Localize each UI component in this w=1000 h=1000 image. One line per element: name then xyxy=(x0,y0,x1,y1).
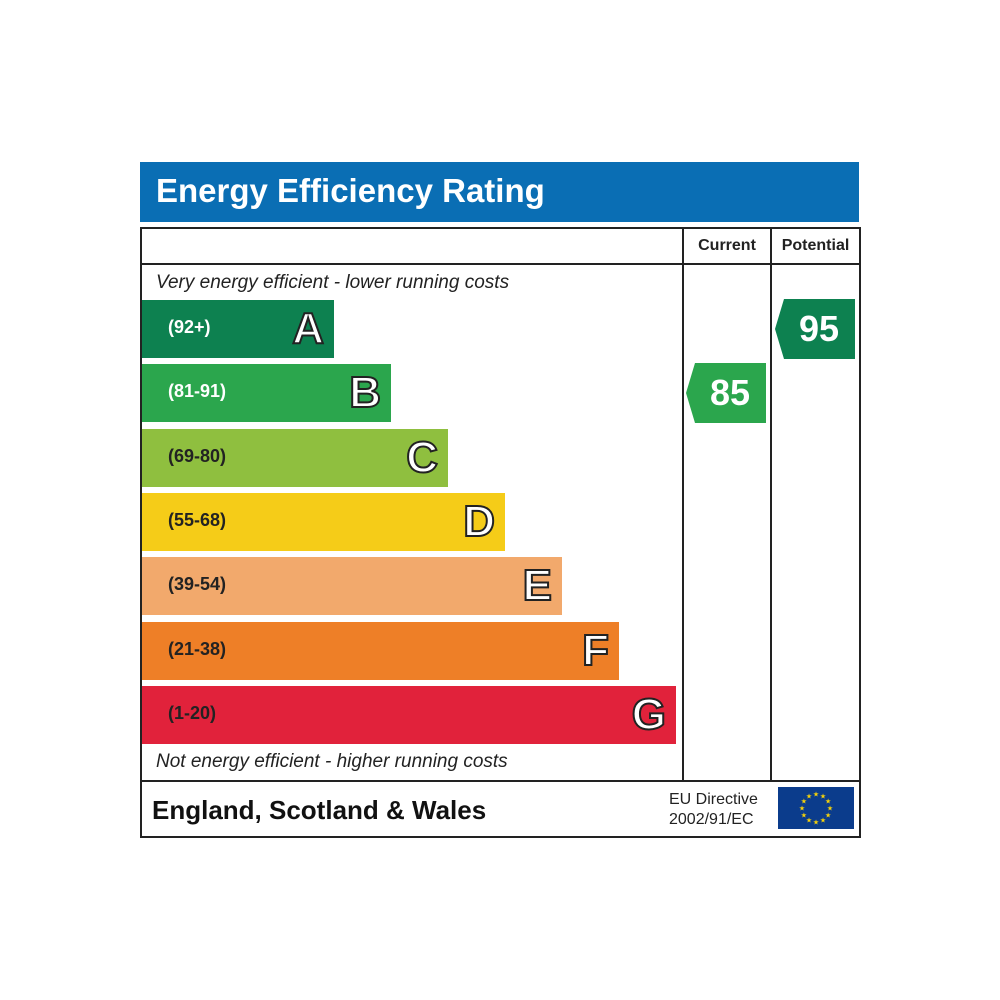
eu-star-icon: ★ xyxy=(820,817,826,825)
band-letter: E xyxy=(522,560,553,611)
rating-band-e: (39-54) E xyxy=(142,557,562,616)
rating-band-a: (92+) A xyxy=(142,300,334,358)
eu-star-icon: ★ xyxy=(806,792,812,800)
eu-star-icon: ★ xyxy=(813,791,819,799)
band-range-label: (39-54) xyxy=(168,574,227,595)
band-letter: G xyxy=(631,689,667,740)
top-caption: Very energy efficient - lower running co… xyxy=(156,272,510,293)
eu-star-icon: ★ xyxy=(820,792,826,800)
potential-column-header: Potential xyxy=(781,237,850,254)
band-letter: F xyxy=(581,625,610,676)
rating-band-g: (1-20) G xyxy=(142,685,676,744)
title-bar: Energy Efficiency Rating xyxy=(140,162,859,222)
eu-flag-icon: ★ ★ ★ ★ ★ ★ ★ ★ ★ ★ ★ ★ xyxy=(778,787,854,829)
potential-rating-arrow: 95 xyxy=(775,299,855,359)
eu-directive-line2: 2002/91/EC xyxy=(669,811,754,828)
band-letter: B xyxy=(348,367,382,418)
current-column-divider xyxy=(682,229,684,780)
rating-band-c: (69-80) C xyxy=(142,428,448,487)
footer-divider xyxy=(142,780,859,782)
potential-rating-shape xyxy=(775,299,855,359)
band-range-label: (92+) xyxy=(168,317,211,337)
eu-directive-line1: EU Directive xyxy=(669,791,758,808)
rating-band-f: (21-38) F xyxy=(142,621,619,680)
current-rating-value: 85 xyxy=(709,372,751,414)
rating-band-d: (55-68) D xyxy=(142,492,505,551)
band-letter: C xyxy=(405,432,439,483)
current-rating-arrow: 85 xyxy=(686,363,766,424)
bottom-caption: Not energy efficient - higher running co… xyxy=(156,751,508,772)
band-range-label: (1-20) xyxy=(168,702,217,723)
rating-frame: Current Potential Very energy efficient … xyxy=(140,227,861,838)
header-divider xyxy=(142,263,859,265)
band-letter: D xyxy=(462,496,496,547)
eu-star-icon: ★ xyxy=(825,798,831,806)
footer-region: England, Scotland & Wales xyxy=(152,795,487,825)
band-range-label: (21-38) xyxy=(168,638,227,659)
band-letter: A xyxy=(291,303,325,354)
band-range-label: (81-91) xyxy=(168,381,227,402)
eu-star-icon: ★ xyxy=(813,819,819,827)
eu-star-icon: ★ xyxy=(825,812,831,820)
current-rating-shape xyxy=(686,363,766,424)
current-column-header: Current xyxy=(698,237,756,254)
band-range-label: (69-80) xyxy=(168,445,227,466)
energy-efficiency-chart: Energy Efficiency Rating Current Potenti… xyxy=(140,162,861,838)
eu-star-icon: ★ xyxy=(801,798,807,806)
chart-title: Energy Efficiency Rating xyxy=(156,172,545,209)
eu-directive-label: EU Directive 2002/91/EC xyxy=(669,790,758,830)
eu-star-icon: ★ xyxy=(806,817,812,825)
band-range-label: (55-68) xyxy=(168,509,227,530)
potential-column-divider xyxy=(770,229,772,780)
eu-star-icon: ★ xyxy=(799,805,805,813)
rating-band-b: (81-91) B xyxy=(142,364,391,423)
eu-star-icon: ★ xyxy=(827,805,833,813)
potential-rating-value: 95 xyxy=(798,308,840,349)
eu-star-icon: ★ xyxy=(801,812,807,820)
